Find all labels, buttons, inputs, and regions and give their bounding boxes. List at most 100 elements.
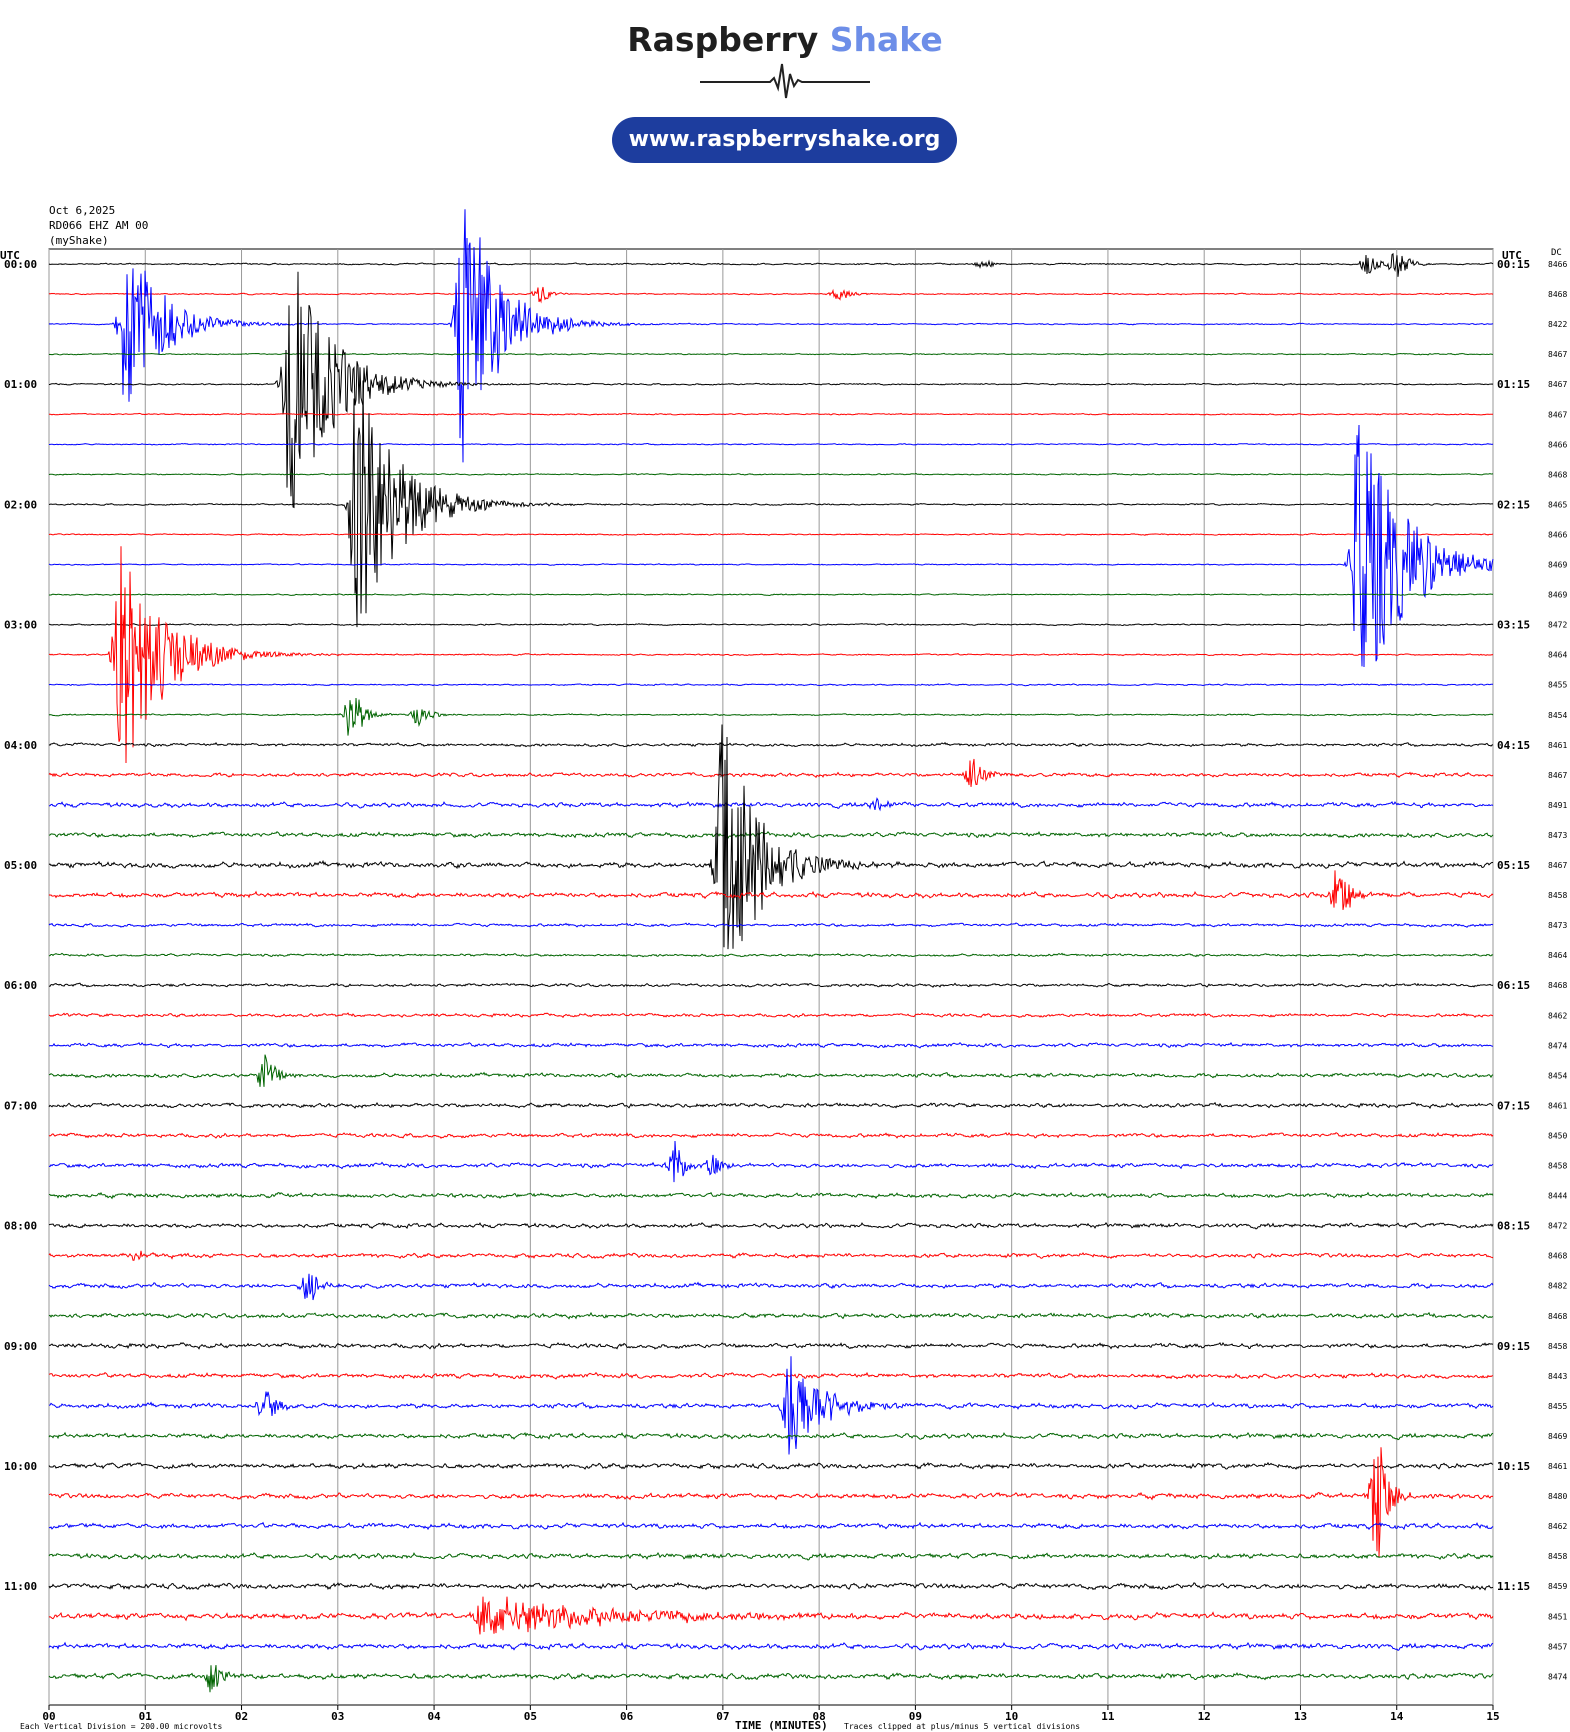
- left-time-label: 03:00: [4, 619, 37, 632]
- station-channel: RD066 EHZ AM 00: [49, 219, 149, 232]
- trace-line: [48, 697, 1494, 736]
- dc-value-label: 8462: [1548, 1522, 1567, 1531]
- dc-value-label: 8468: [1548, 981, 1567, 990]
- trace-line: [48, 1273, 1494, 1301]
- trace-line: [48, 1250, 1494, 1261]
- trace-line: [48, 797, 1494, 812]
- trace-line: [48, 1191, 1494, 1200]
- dc-value-label: 8474: [1548, 1041, 1567, 1050]
- trace-line: [48, 1581, 1494, 1591]
- x-tick-label: 09: [909, 1710, 922, 1723]
- trace-line: [49, 442, 1494, 446]
- dc-value-label: 8464: [1548, 951, 1567, 960]
- trace-line: [48, 1665, 1494, 1693]
- dc-value-label: 8467: [1548, 350, 1567, 359]
- dc-value-label: 8458: [1548, 891, 1567, 900]
- dc-value-label: 8474: [1548, 1672, 1567, 1681]
- dc-value-label: 8464: [1548, 651, 1567, 660]
- trace-line: [48, 724, 1494, 950]
- dc-value-label: 8472: [1548, 1222, 1567, 1231]
- x-tick-label: 11: [1101, 1710, 1115, 1723]
- trace-line: [48, 1521, 1494, 1531]
- trace-line: [48, 1447, 1494, 1558]
- left-time-label: 09:00: [4, 1340, 37, 1353]
- dc-value-label: 8455: [1548, 1402, 1567, 1411]
- dc-offset-labels: 8466 8468 8422 8467 8467 8467 8466 8468 8465 8466…: [1548, 260, 1567, 1681]
- trace-line: [48, 830, 1494, 839]
- trace-line: [48, 982, 1494, 988]
- brand-name-part2: Shake: [829, 20, 943, 59]
- x-tick-label: 03: [331, 1710, 344, 1723]
- dc-value-label: 8468: [1548, 470, 1567, 479]
- dc-value-label: 8455: [1548, 681, 1567, 690]
- left-time-label: 06:00: [4, 979, 37, 992]
- dc-value-label: 8472: [1548, 621, 1567, 630]
- x-tick-label: 07: [716, 1710, 729, 1723]
- dc-value-label: 8467: [1548, 771, 1567, 780]
- x-tick-label: 00: [42, 1710, 55, 1723]
- dc-value-label: 8468: [1548, 290, 1567, 299]
- trace-line: [48, 922, 1494, 928]
- trace-line: [48, 1101, 1494, 1109]
- website-link[interactable]: www.raspberryshake.org: [612, 117, 957, 163]
- trace-line: [48, 741, 1494, 748]
- left-time-label: 08:00: [4, 1220, 37, 1233]
- dc-value-label: 8454: [1548, 711, 1567, 720]
- dc-value-label: 8473: [1548, 831, 1567, 840]
- left-axis-label: UTC: [0, 249, 20, 262]
- trace-line: [49, 412, 1494, 416]
- dc-value-label: 8466: [1548, 530, 1567, 539]
- plot-frame: [48, 248, 1494, 1706]
- dc-value-label: 8466: [1548, 440, 1567, 449]
- left-time-label: 05:00: [4, 859, 37, 872]
- dc-value-label: 8467: [1548, 410, 1567, 419]
- station-source: (myShake): [49, 234, 109, 247]
- right-time-label: 11:15: [1497, 1580, 1530, 1593]
- right-time-label: 10:15: [1497, 1460, 1530, 1473]
- x-tick-label: 15: [1486, 1710, 1499, 1723]
- dc-value-label: 8468: [1548, 1252, 1567, 1261]
- dc-value-label: 8450: [1548, 1131, 1567, 1140]
- trace-line: [48, 271, 1494, 509]
- dc-value-label: 8466: [1548, 260, 1567, 269]
- dc-value-label: 8465: [1548, 500, 1567, 509]
- trace-line: [48, 1461, 1494, 1470]
- trace-line: [48, 952, 1494, 958]
- trace-line: [48, 209, 1493, 463]
- right-time-labels: 00:15 01:15 02:15 03:15 04:15 05:15 06:15 07:15…: [1497, 258, 1530, 1593]
- left-time-labels: 00:00 01:00 02:00 03:00 04:00 05:00 06:00 07:00…: [4, 258, 37, 1593]
- dc-value-label: 8457: [1548, 1642, 1567, 1651]
- right-time-label: 03:15: [1497, 619, 1530, 632]
- trace-line: [48, 1641, 1494, 1652]
- left-time-label: 07:00: [4, 1099, 37, 1112]
- dc-value-label: 8469: [1548, 591, 1567, 600]
- trace-line: [48, 1041, 1494, 1049]
- right-time-label: 07:15: [1497, 1099, 1530, 1112]
- right-time-label: 01:15: [1497, 378, 1530, 391]
- brand-title: Raspberry Shake: [0, 20, 1570, 59]
- x-tick-label: 02: [235, 1710, 248, 1723]
- left-time-label: 00:00: [4, 258, 37, 271]
- dc-value-label: 8458: [1548, 1552, 1567, 1561]
- trace-line: [48, 870, 1494, 910]
- x-tick-label: 12: [1198, 1710, 1211, 1723]
- dc-value-label: 8467: [1548, 380, 1567, 389]
- dc-value-label: 8462: [1548, 1011, 1567, 1020]
- clip-note: Traces clipped at plus/minus 5 vertical …: [844, 1722, 1080, 1731]
- dc-value-label: 8468: [1548, 1312, 1567, 1321]
- trace-line: [48, 1551, 1494, 1561]
- seismo-wave-logo-icon: [700, 63, 870, 99]
- trace-line: [48, 1140, 1494, 1183]
- trace-line: [48, 1132, 1494, 1139]
- seismic-traces: [48, 209, 1494, 1693]
- left-time-label: 02:00: [4, 498, 37, 511]
- x-axis-label: TIME (MINUTES): [735, 1719, 828, 1732]
- left-time-label: 11:00: [4, 1580, 37, 1593]
- left-time-label: 01:00: [4, 378, 37, 391]
- dc-value-label: 8461: [1548, 1101, 1567, 1110]
- right-time-label: 00:15: [1497, 258, 1530, 271]
- dc-value-label: 8461: [1548, 1462, 1567, 1471]
- dc-value-label: 8469: [1548, 1432, 1567, 1441]
- dc-value-label: 8422: [1548, 320, 1567, 329]
- right-axis-label: UTC: [1502, 249, 1522, 262]
